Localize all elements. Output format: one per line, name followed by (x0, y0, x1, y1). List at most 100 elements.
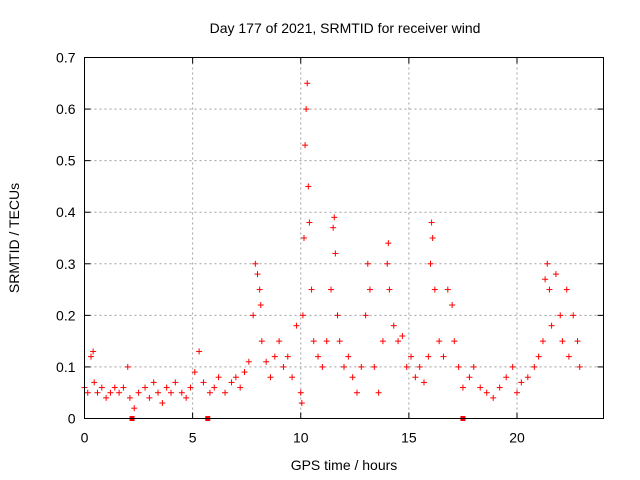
y-tick-label: 0.6 (56, 101, 76, 117)
data-point (341, 363, 347, 370)
data-point (178, 389, 185, 396)
data-point (263, 358, 270, 365)
data-point (297, 389, 304, 396)
data-point (455, 363, 462, 370)
data-point (103, 394, 110, 401)
data-point (252, 260, 259, 267)
y-tick-label: 0.4 (56, 204, 76, 220)
plot-frame (84, 57, 604, 419)
data-point (483, 389, 490, 396)
data-point (298, 400, 305, 407)
data-point (449, 302, 456, 309)
data-point (459, 384, 466, 391)
data-point (245, 358, 252, 365)
data-point (518, 379, 525, 386)
data-point (574, 338, 581, 345)
data-point (142, 384, 149, 391)
data-point (222, 389, 229, 396)
data-point (539, 338, 546, 345)
data-point (159, 400, 166, 407)
data-point (431, 286, 438, 293)
data-point (168, 389, 174, 396)
data-point (425, 353, 432, 360)
data-point (576, 363, 583, 370)
y-tick-label: 0.3 (56, 256, 76, 272)
data-point (509, 363, 516, 370)
data-point (206, 389, 213, 396)
data-point (306, 219, 313, 226)
chart-title: Day 177 of 2021, SRMTID for receiver win… (210, 20, 481, 36)
data-point (323, 338, 330, 345)
data-point (331, 214, 338, 221)
data-point (390, 322, 397, 329)
y-tick-label: 0.1 (56, 359, 76, 375)
data-point (310, 338, 317, 345)
data-point (428, 219, 435, 226)
data-point (542, 276, 549, 283)
data-point (94, 389, 101, 396)
data-point (490, 394, 497, 401)
data-point (332, 250, 339, 257)
data-point (440, 353, 447, 360)
data-point (444, 286, 451, 293)
data-point (135, 389, 142, 396)
data-point (293, 322, 300, 329)
data-point (403, 363, 410, 370)
data-point (254, 271, 261, 278)
grid-lines (84, 57, 604, 419)
data-point (358, 363, 365, 370)
data-point (416, 363, 423, 370)
x-tick-label: 20 (509, 430, 525, 446)
data-point (271, 353, 278, 360)
data-point (451, 338, 458, 345)
data-point (427, 260, 434, 267)
data-point (362, 312, 369, 319)
data-point (120, 384, 127, 391)
y-axis-title: SRMTID / TECUs (6, 183, 22, 293)
data-point (116, 389, 123, 396)
data-point (256, 286, 263, 293)
data-point (470, 363, 477, 370)
data-point (334, 312, 341, 319)
data-point (395, 338, 402, 345)
data-point (353, 389, 360, 396)
data-point (87, 353, 94, 360)
x-axis-title: GPS time / hours (291, 457, 398, 473)
data-point (196, 348, 203, 355)
data-point (280, 363, 287, 370)
data-point (319, 363, 326, 370)
data-point (232, 374, 239, 381)
y-tick-label: 0.7 (56, 50, 76, 66)
data-point (366, 286, 373, 293)
data-point (349, 374, 356, 381)
data-point (436, 338, 443, 345)
data-point (552, 271, 559, 278)
data-point (524, 374, 531, 381)
data-point (315, 353, 322, 360)
data-point (496, 384, 503, 391)
data-point (336, 338, 343, 345)
data-point (211, 384, 218, 391)
data-point (466, 374, 473, 381)
y-tick-label: 0.5 (56, 153, 76, 169)
data-point (191, 369, 198, 376)
data-point (535, 353, 542, 360)
data-point (98, 384, 105, 391)
data-point (304, 80, 311, 87)
data-point (155, 389, 162, 396)
data-point (172, 379, 179, 386)
data-point (385, 240, 392, 247)
data-point (257, 302, 264, 309)
data-point (557, 312, 564, 319)
data-point (531, 363, 538, 370)
data-points (81, 80, 583, 412)
x-tick-label: 10 (293, 430, 309, 446)
data-point (477, 384, 484, 391)
data-point (544, 260, 551, 267)
data-point (330, 224, 337, 231)
data-point (514, 389, 520, 396)
data-point (303, 106, 310, 113)
data-point (570, 312, 577, 319)
data-point (258, 338, 265, 345)
data-point (187, 384, 194, 391)
